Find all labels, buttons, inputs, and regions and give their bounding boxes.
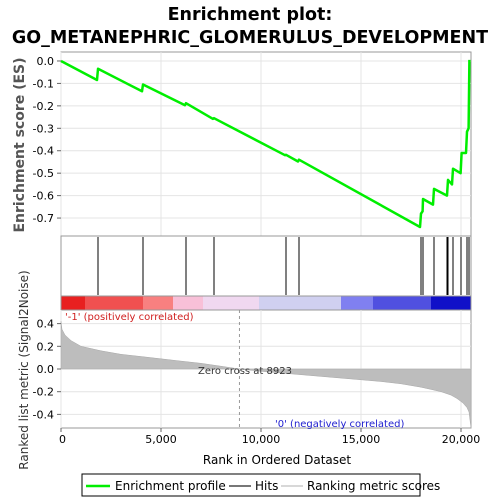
es-y-tick-label: -0.7 — [33, 212, 54, 225]
x-tick-label: 0 — [59, 433, 66, 446]
x-tick-label: 5,000 — [145, 433, 177, 446]
metric-y-tick-label: 0.0 — [37, 363, 55, 376]
es-y-tick-label: -0.2 — [33, 100, 54, 113]
metric-x-axis: 0 5,000 10,000 15,000 20,000 — [59, 428, 480, 446]
chart-title-line2: GO_METANEPHRIC_GLOMERULUS_DEVELOPMENT — [12, 28, 488, 48]
metric-y-axis-label: Ranked list metric (Signal2Noise) — [17, 270, 31, 469]
zero-cross-label: Zero cross at 8923 — [198, 366, 292, 377]
es-y-axis-label: Enrichment score (ES) — [12, 57, 28, 232]
es-y-axis: 0.0 -0.1 -0.2 -0.3 -0.4 -0.5 -0.6 -0.7 — [33, 55, 61, 225]
x-tick-label: 10,000 — [242, 433, 281, 446]
x-axis-label: Rank in Ordered Dataset — [203, 453, 351, 467]
positive-correlation-label: '-1' (positively correlated) — [65, 312, 194, 323]
es-y-tick-label: -0.1 — [33, 77, 54, 90]
legend-label-enrichment: Enrichment profile — [115, 479, 226, 493]
hits-frame — [60, 235, 472, 297]
es-gridlines — [60, 52, 471, 236]
es-y-tick-label: -0.3 — [33, 122, 54, 135]
x-tick-label: 15,000 — [342, 433, 381, 446]
ranking-heatbar — [60, 295, 472, 311]
es-y-tick-label: -0.4 — [33, 145, 54, 158]
ranking-metric-area — [60, 321, 472, 429]
metric-y-tick-label: -0.4 — [33, 408, 54, 421]
metric-y-tick-label: 0.4 — [37, 318, 55, 331]
chart-title-line1: Enrichment plot: — [168, 5, 333, 25]
metric-y-tick-label: 0.2 — [37, 340, 55, 353]
es-y-tick-label: -0.5 — [33, 167, 54, 180]
hits-markers — [97, 237, 470, 295]
es-y-tick-label: 0.0 — [37, 55, 55, 68]
negative-correlation-label: '0' (negatively correlated) — [275, 419, 404, 430]
legend-label-ranking: Ranking metric scores — [307, 479, 440, 493]
metric-y-tick-label: -0.2 — [33, 386, 54, 399]
x-tick-label: 20,000 — [442, 433, 481, 446]
legend-label-hits: Hits — [255, 479, 278, 493]
metric-y-axis: 0.4 0.2 0.0 -0.2 -0.4 — [33, 318, 61, 421]
enrichment-profile-line — [60, 59, 471, 229]
es-y-tick-label: -0.6 — [33, 190, 54, 203]
